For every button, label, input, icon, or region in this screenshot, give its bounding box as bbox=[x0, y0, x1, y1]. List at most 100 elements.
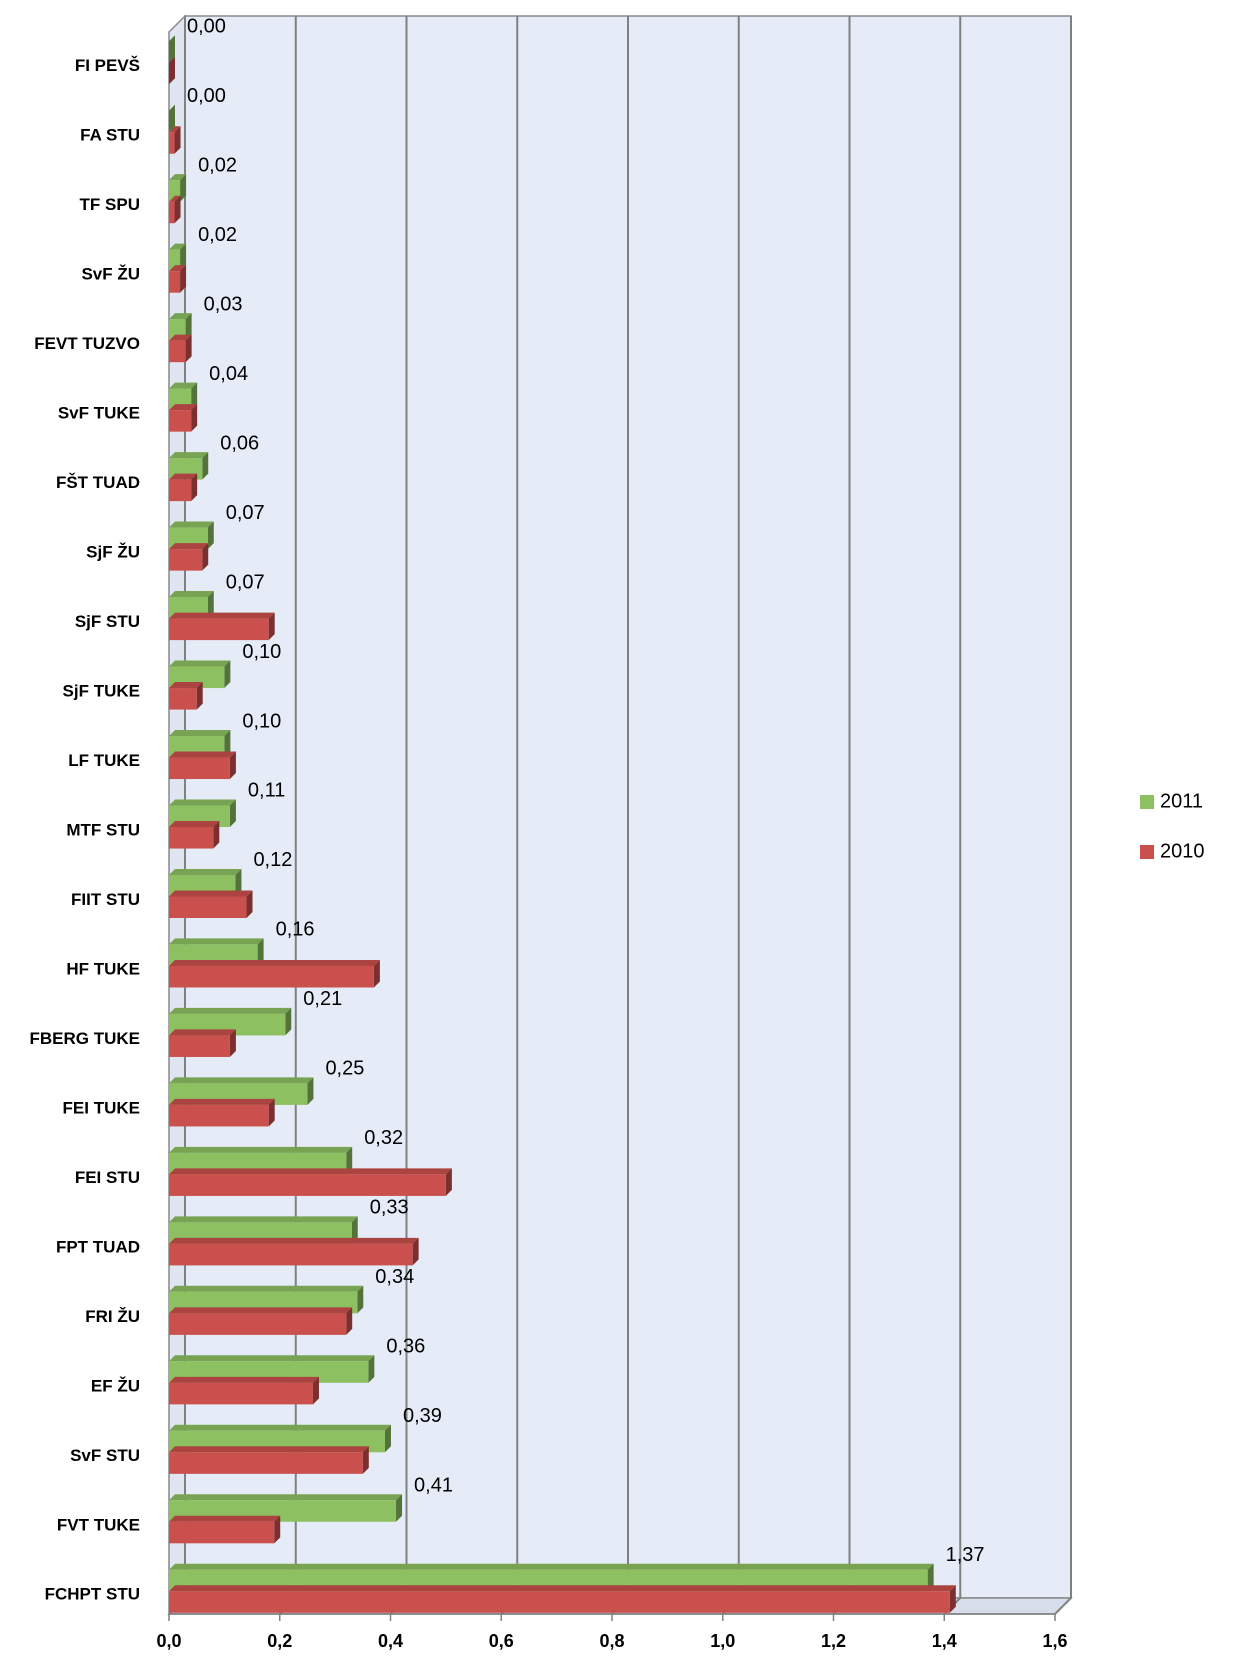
category-label: LF TUKE bbox=[68, 751, 140, 770]
category-label: SvF STU bbox=[70, 1446, 140, 1465]
value-label: 0,33 bbox=[370, 1197, 409, 1219]
bar bbox=[169, 1591, 950, 1613]
bar bbox=[169, 827, 214, 849]
bar-top bbox=[169, 1168, 452, 1175]
bar-top bbox=[169, 265, 187, 272]
bar-side bbox=[351, 1216, 358, 1244]
bar-top bbox=[169, 174, 187, 181]
bar-top bbox=[169, 938, 264, 945]
value-label: 0,36 bbox=[386, 1336, 425, 1358]
bar-side bbox=[180, 265, 187, 293]
bar-side bbox=[246, 890, 253, 919]
bar-top bbox=[169, 334, 192, 341]
bar-top bbox=[169, 382, 198, 389]
bar bbox=[169, 132, 175, 154]
bar-side bbox=[949, 1585, 956, 1613]
bar-side bbox=[268, 1098, 275, 1127]
bar bbox=[169, 965, 374, 988]
category-label: FIIT STU bbox=[71, 890, 140, 909]
bar bbox=[169, 1521, 275, 1544]
category-label: FPT TUAD bbox=[56, 1237, 140, 1256]
bar-top bbox=[169, 1563, 934, 1570]
legend-swatch bbox=[1140, 795, 1154, 809]
value-label: 0,02 bbox=[198, 154, 237, 176]
bar bbox=[169, 896, 247, 919]
bar bbox=[169, 757, 230, 780]
category-label: FŠT TUAD bbox=[56, 473, 140, 492]
bar bbox=[169, 549, 203, 571]
legend-label: 2010 bbox=[1160, 840, 1205, 862]
value-label: 0,39 bbox=[403, 1405, 442, 1427]
bar-side bbox=[927, 1563, 934, 1592]
bar-side bbox=[185, 313, 192, 341]
bar-top bbox=[169, 1146, 353, 1153]
category-label: SjF TUKE bbox=[63, 682, 140, 701]
bar-side bbox=[180, 174, 187, 202]
category-label: FEVT TUZVO bbox=[34, 334, 140, 353]
category-label: SvF TUKE bbox=[58, 404, 140, 423]
bar-side bbox=[229, 1029, 236, 1057]
bar-side bbox=[307, 1077, 314, 1105]
bar-top bbox=[169, 521, 214, 528]
bar-side bbox=[384, 1424, 391, 1453]
bar bbox=[169, 688, 197, 710]
category-label: FCHPT STU bbox=[45, 1585, 140, 1604]
bar bbox=[169, 201, 175, 224]
bar-top bbox=[169, 1585, 956, 1592]
bar-side bbox=[257, 938, 264, 966]
bar bbox=[169, 1243, 413, 1266]
bar-top bbox=[169, 1515, 281, 1522]
bar bbox=[169, 1452, 363, 1474]
category-label: FEI TUKE bbox=[63, 1098, 140, 1117]
x-tick-label: 0,6 bbox=[489, 1631, 514, 1651]
bar-side bbox=[174, 126, 181, 154]
value-label: 0,11 bbox=[248, 780, 285, 802]
bar-side bbox=[202, 543, 209, 571]
bar-top bbox=[169, 1494, 403, 1501]
category-label: SjF ŽU bbox=[86, 543, 140, 562]
bar-top bbox=[169, 660, 231, 667]
bar bbox=[169, 271, 181, 293]
x-tick-label: 1,2 bbox=[821, 1631, 846, 1651]
value-label: 0,04 bbox=[209, 363, 248, 385]
bar-top bbox=[169, 1446, 369, 1453]
value-label: 0,07 bbox=[226, 571, 265, 593]
value-label: 0,06 bbox=[220, 432, 259, 454]
bar-top bbox=[169, 1355, 375, 1362]
bar-side bbox=[346, 1307, 353, 1335]
x-tick-label: 0,0 bbox=[156, 1631, 181, 1651]
bar-side bbox=[169, 104, 175, 133]
value-label: 0,16 bbox=[276, 919, 315, 941]
bar-top bbox=[169, 1098, 275, 1105]
bar-side bbox=[207, 521, 214, 550]
x-tick-label: 0,8 bbox=[599, 1631, 624, 1651]
bar-side bbox=[229, 751, 236, 780]
bar bbox=[169, 410, 192, 432]
bar-top bbox=[169, 799, 236, 806]
bar-top bbox=[169, 959, 380, 966]
category-label: HF TUKE bbox=[66, 959, 140, 978]
value-label: 0,34 bbox=[375, 1266, 414, 1288]
x-tick-label: 0,2 bbox=[267, 1631, 292, 1651]
bar bbox=[169, 618, 269, 641]
value-label: 0,03 bbox=[204, 293, 243, 315]
category-label: FA STU bbox=[80, 126, 140, 145]
value-label: 0,25 bbox=[325, 1058, 364, 1080]
value-label: 0,12 bbox=[253, 849, 292, 871]
bar-side bbox=[285, 1007, 292, 1036]
bar bbox=[169, 479, 192, 502]
category-label: EF ŽU bbox=[91, 1376, 140, 1395]
bar bbox=[169, 340, 186, 363]
bar-side bbox=[169, 56, 175, 85]
bar-side bbox=[373, 959, 380, 988]
x-tick-label: 1,6 bbox=[1042, 1631, 1067, 1651]
value-label: 0,41 bbox=[414, 1475, 453, 1497]
bar bbox=[169, 1104, 269, 1127]
value-label: 0,02 bbox=[198, 224, 237, 246]
bar-top bbox=[169, 612, 275, 619]
bar bbox=[169, 1174, 446, 1196]
bar bbox=[169, 249, 181, 272]
bar-side bbox=[274, 1515, 281, 1544]
value-label: 0,07 bbox=[226, 502, 265, 524]
